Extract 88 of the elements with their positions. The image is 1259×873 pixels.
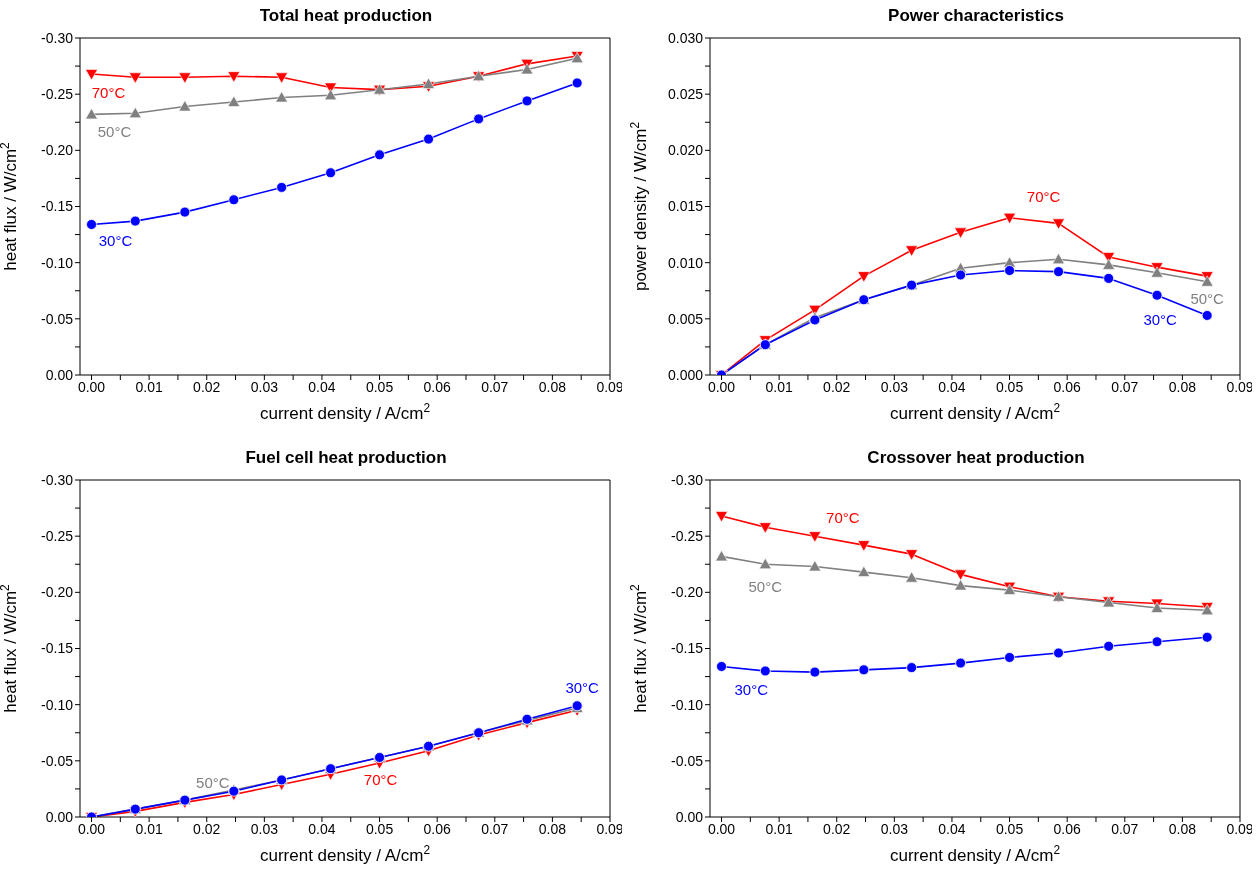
x-tick-label: 0.04 <box>308 820 336 837</box>
x-tick-label: 0.09 <box>1226 820 1254 837</box>
y-tick-label: -0.15 <box>41 198 74 215</box>
y-tick-label: -0.30 <box>41 471 74 488</box>
y-tick-label: 0.00 <box>675 808 704 825</box>
x-tick-label: 0.08 <box>1168 820 1197 837</box>
series-label: 50°C <box>196 773 230 791</box>
y-tick-label: -0.30 <box>41 29 74 46</box>
y-tick-label: -0.25 <box>41 86 74 103</box>
x-tick-label: 0.01 <box>135 378 163 395</box>
x-tick-label: 0.03 <box>880 378 909 395</box>
y-tick-label: 0.020 <box>667 142 704 159</box>
series-label: 70°C <box>1026 187 1061 205</box>
y-tick-label: -0.05 <box>41 310 74 327</box>
chart-title: Power characteristics <box>887 6 1065 27</box>
x-tick-label: 0.09 <box>596 820 624 837</box>
x-tick-label: 0.05 <box>365 378 394 395</box>
series-label: 30°C <box>565 678 600 696</box>
y-tick-label: -0.05 <box>671 752 704 769</box>
y-tick-label: -0.20 <box>671 583 704 600</box>
x-tick-label: 0.02 <box>823 378 851 395</box>
x-tick-label: 0.04 <box>938 820 966 837</box>
x-tick-label: 0.05 <box>995 378 1024 395</box>
x-axis-title: current density / A/cm$^{2}$ <box>259 842 431 865</box>
series-label: 70°C <box>826 508 860 526</box>
x-tick-label: 0.06 <box>1053 820 1082 837</box>
y-tick-label: -0.15 <box>41 639 74 656</box>
x-tick-label: 0.00 <box>707 820 736 837</box>
y-tick-label: 0.025 <box>667 86 704 103</box>
y-tick-label: -0.20 <box>41 142 74 159</box>
chart-title: Crossover heat production <box>866 447 1086 469</box>
y-tick-label: -0.10 <box>41 696 74 713</box>
y-tick-label: 0.015 <box>667 198 704 215</box>
x-tick-label: 0.03 <box>880 820 909 837</box>
y-tick-label: 0.030 <box>667 29 704 46</box>
x-tick-label: 0.09 <box>1226 378 1254 395</box>
x-tick-label: 0.00 <box>77 378 106 395</box>
series-label: 70°C <box>91 83 126 101</box>
chart-title: Fuel cell heat production <box>244 447 448 469</box>
y-tick-label: 0.010 <box>667 254 704 271</box>
y-tick-label: 0.000 <box>667 366 704 383</box>
series-label: 30°C <box>734 680 769 698</box>
x-tick-label: 0.08 <box>1168 378 1197 395</box>
series-label: 70°C <box>363 770 398 788</box>
y-tick-label: -0.05 <box>41 752 74 769</box>
chart-title: Total heat production <box>258 6 434 27</box>
y-tick-label: -0.15 <box>671 639 704 656</box>
x-tick-label: 0.07 <box>481 378 509 395</box>
x-tick-label: 0.02 <box>823 820 851 837</box>
x-axis-title: current density / A/cm$^{2}$ <box>259 401 431 423</box>
series-label: 30°C <box>98 232 133 250</box>
x-tick-label: 0.02 <box>193 820 221 837</box>
x-tick-label: 0.04 <box>938 378 966 395</box>
x-tick-label: 0.06 <box>423 378 452 395</box>
x-tick-label: 0.01 <box>135 820 163 837</box>
x-tick-label: 0.07 <box>1111 820 1139 837</box>
x-tick-label: 0.04 <box>308 378 336 395</box>
x-tick-label: 0.01 <box>765 378 793 395</box>
series-label: 50°C <box>97 123 132 141</box>
x-tick-label: 0.05 <box>365 820 394 837</box>
x-tick-label: 0.09 <box>596 378 624 395</box>
series-label: 50°C <box>1190 289 1225 307</box>
y-tick-label: -0.30 <box>671 471 704 488</box>
x-tick-label: 0.08 <box>538 378 567 395</box>
y-tick-label: 0.005 <box>667 310 704 327</box>
x-tick-label: 0.08 <box>538 820 567 837</box>
y-tick-label: -0.10 <box>671 696 704 713</box>
x-tick-label: 0.03 <box>250 820 279 837</box>
x-tick-label: 0.06 <box>1053 378 1082 395</box>
x-tick-label: 0.07 <box>1111 378 1139 395</box>
series-label: 30°C <box>1143 311 1178 329</box>
x-axis-title: current density / A/cm$^{2}$ <box>889 842 1061 865</box>
x-tick-label: 0.01 <box>765 820 793 837</box>
y-tick-label: -0.10 <box>41 254 74 271</box>
x-tick-label: 0.02 <box>193 378 221 395</box>
x-tick-label: 0.06 <box>423 820 452 837</box>
y-tick-label: -0.25 <box>671 527 704 544</box>
x-tick-label: 0.00 <box>707 378 736 395</box>
x-tick-label: 0.03 <box>250 378 279 395</box>
y-tick-label: 0.00 <box>45 366 74 383</box>
x-tick-label: 0.00 <box>77 820 106 837</box>
x-tick-label: 0.07 <box>481 820 509 837</box>
series-label: 50°C <box>748 577 783 595</box>
x-tick-label: 0.05 <box>995 820 1024 837</box>
x-axis-title: current density / A/cm$^{2}$ <box>889 401 1061 423</box>
y-tick-label: -0.20 <box>41 583 74 600</box>
y-tick-label: -0.25 <box>41 527 74 544</box>
y-tick-label: 0.00 <box>45 808 74 825</box>
